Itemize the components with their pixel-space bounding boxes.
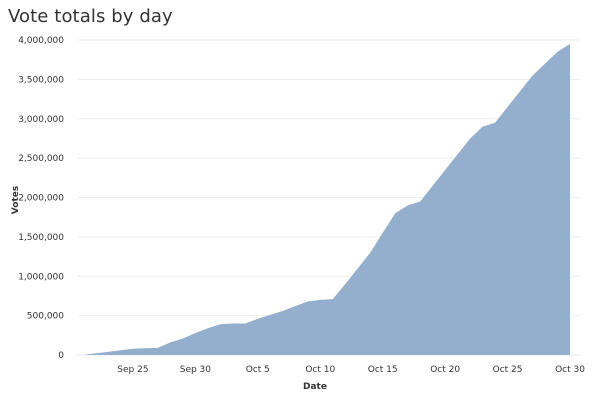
y-tick-label: 1,000,000 [18,272,64,282]
y-tick-label: 3,500,000 [18,75,64,85]
x-tick-label: Oct 15 [368,365,398,375]
y-tick-label: 1,500,000 [18,233,64,243]
area-series [83,43,570,355]
x-axis-title: Date [303,382,327,392]
y-axis-title: Votes [11,186,21,214]
x-tick-label: Oct 25 [493,365,523,375]
y-axis-ticks: 0 500,000 1,000,000 1,500,000 2,000,000 2,500… [18,36,64,361]
y-tick-label: 500,000 [27,312,64,322]
y-tick-label: 2,000,000 [18,194,64,204]
y-tick-label: 0 [58,351,64,361]
vote-area [83,43,570,355]
y-tick-label: 3,000,000 [18,115,64,125]
chart-title: Vote totals by day [8,6,173,27]
x-tick-label: Oct 5 [246,365,270,375]
x-axis-ticks: Sep 25 Sep 30 Oct 5 Oct 10 Oct 15 Oct 20 Oct 2… [117,365,585,375]
x-tick-label: Sep 25 [117,365,148,375]
y-tick-label: 2,500,000 [18,154,64,164]
x-tick-label: Sep 30 [180,365,212,375]
x-tick-label: Oct 20 [430,365,460,375]
x-tick-label: Oct 10 [305,365,335,375]
y-tick-label: 4,000,000 [18,36,64,46]
x-tick-label: Oct 30 [555,365,585,375]
